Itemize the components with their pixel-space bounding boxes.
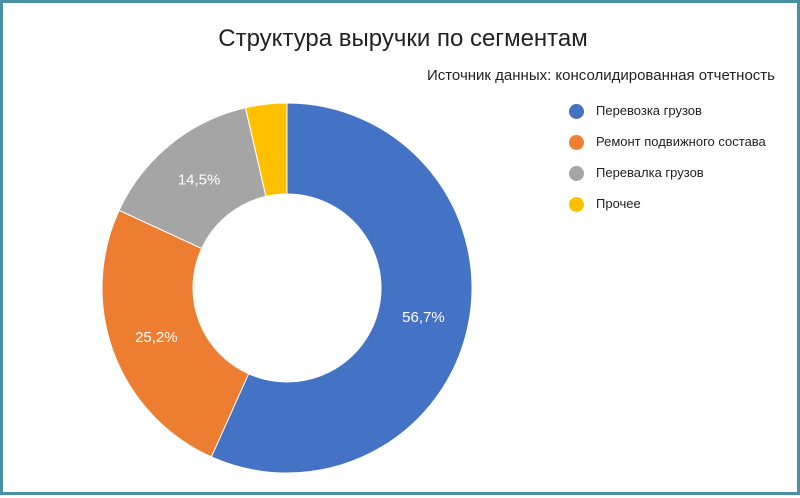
legend-swatch [569,166,584,181]
slice-value-label: 25,2% [135,329,178,346]
legend-swatch [569,104,584,119]
legend-label: Прочее [596,196,641,211]
legend-item: Ремонт подвижного состава [569,132,789,163]
legend-swatch [569,135,584,150]
donut-slice [244,102,288,197]
legend-item: Прочее [569,194,789,225]
slice-value-label: 56,7% [402,309,445,326]
chart-title: Структура выручки по сегментам [218,25,588,52]
slice-value-label: 14,5% [178,172,221,189]
legend-label: Перевалка грузов [596,165,704,180]
chart-subtitle: Источник данных: консолидированная отчет… [426,67,775,84]
donut-chart: 56,7% 25,2% 14,5% [101,102,473,474]
donut-slice [101,209,250,458]
legend-label: Ремонт подвижного состава [596,134,766,149]
legend-label: Перевозка грузов [596,103,702,118]
legend-swatch [569,197,584,212]
chart-legend: Перевозка грузов Ремонт подвижного соста… [569,101,789,225]
legend-item: Перевалка грузов [569,163,789,194]
legend-item: Перевозка грузов [569,101,789,132]
donut-slice [210,102,473,474]
